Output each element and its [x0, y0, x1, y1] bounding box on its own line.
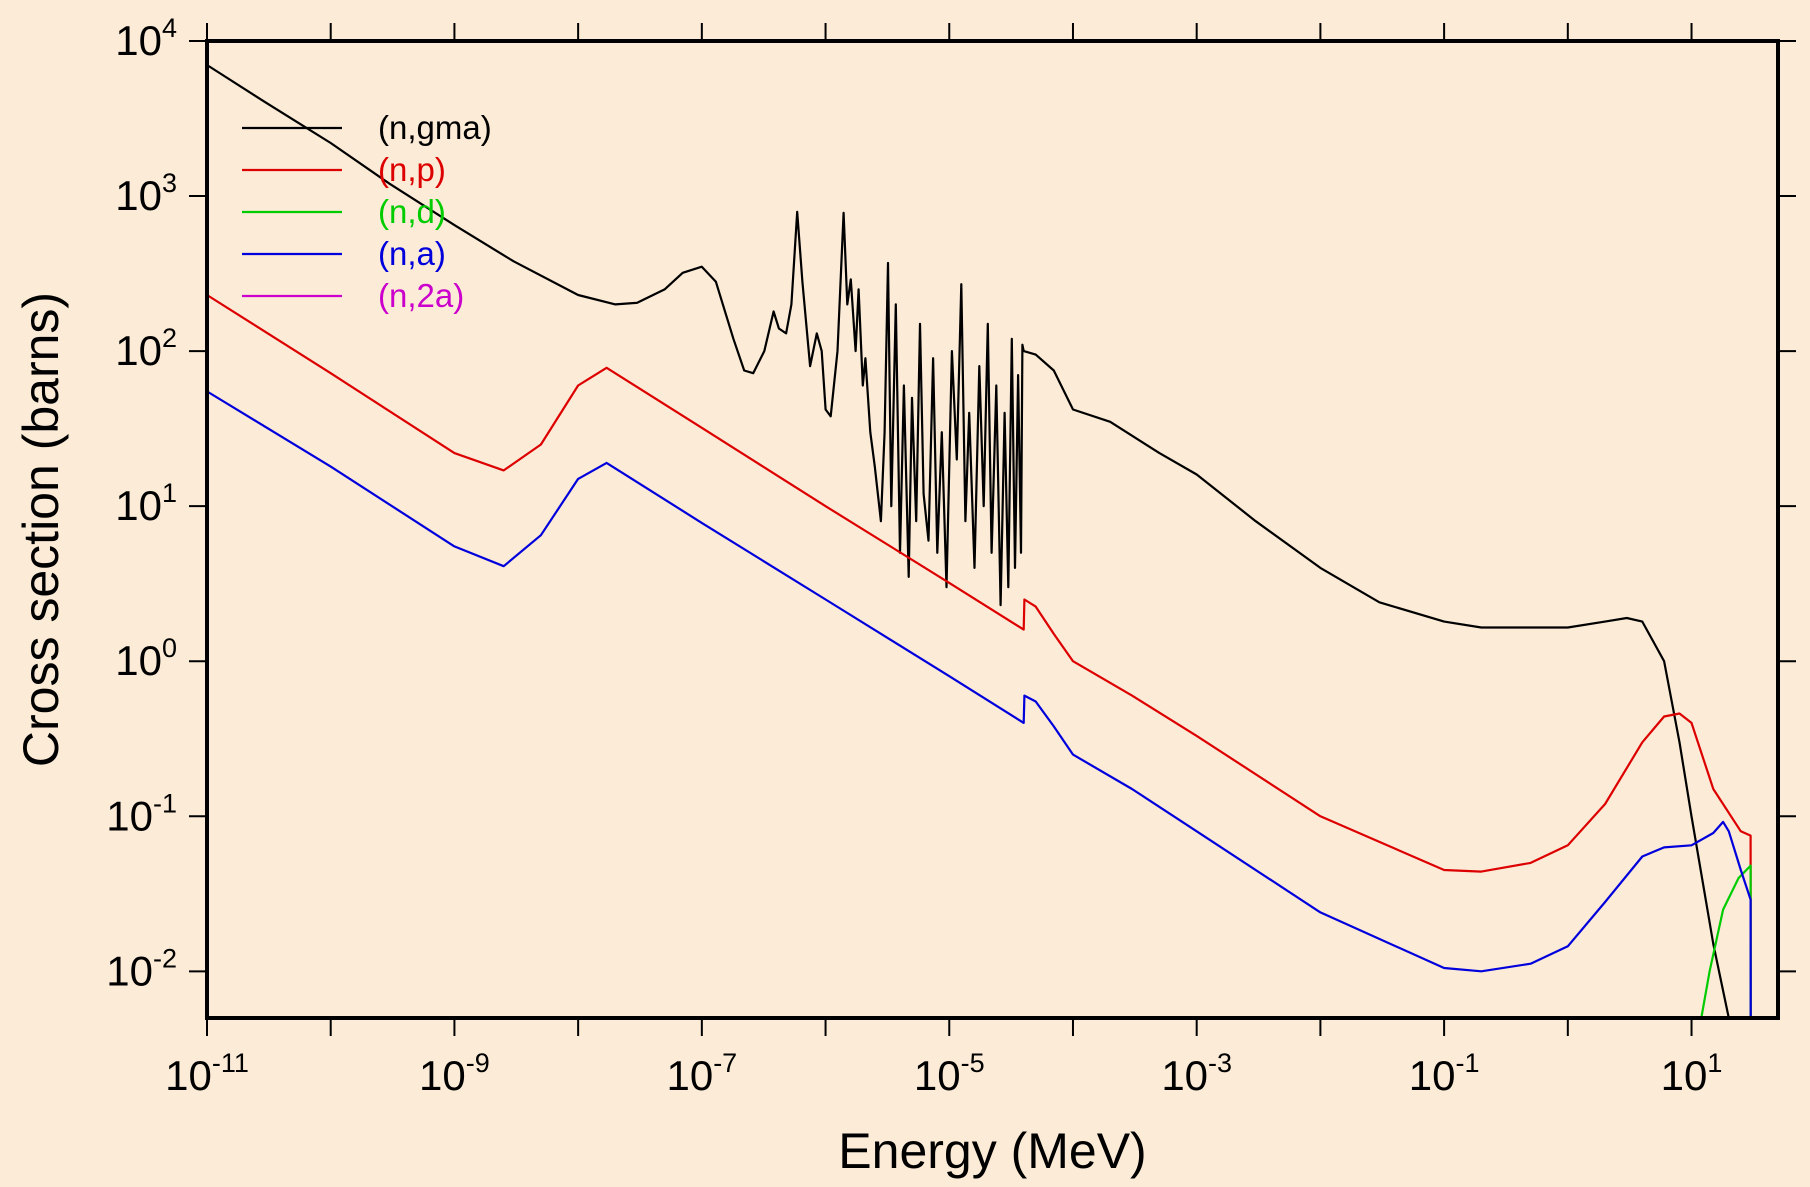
series-line-2 — [1700, 864, 1752, 1018]
y-axis-title: Cross section (barns) — [13, 292, 69, 767]
x-tick-label-exp: -3 — [1208, 1048, 1232, 1078]
x-tick-label-base: 10 — [914, 1052, 961, 1099]
x-tick-label-exp: 1 — [1707, 1048, 1722, 1078]
x-tick-label: 10-5 — [914, 1048, 985, 1099]
y-tick-label-exp: 3 — [162, 168, 177, 198]
legend-label: (n,a) — [378, 235, 446, 272]
legend-item: (n,gma) — [242, 109, 492, 146]
x-tick-label: 10-3 — [1161, 1048, 1232, 1099]
legend-label: (n,p) — [378, 151, 446, 188]
y-tick-label-base: 10 — [106, 947, 153, 994]
series-line-3 — [207, 390, 1752, 1018]
legend: (n,gma) (n,p) (n,d) (n,a) (n,2a) — [242, 109, 492, 314]
y-tick-label: 100 — [115, 633, 177, 684]
y-tick-label-base: 10 — [115, 637, 162, 684]
x-tick-label-exp: -1 — [1455, 1048, 1479, 1078]
x-axis-title: Energy (MeV) — [838, 1123, 1146, 1179]
y-tick-label-base: 10 — [115, 327, 162, 374]
legend-label: (n,2a) — [378, 277, 464, 314]
legend-item: (n,2a) — [242, 277, 464, 314]
tick-labels-layer: 10-11 10-9 10-7 10-5 10-3 10-1 101104103102101… — [106, 13, 1722, 1099]
x-tick-label-base: 10 — [1661, 1052, 1708, 1099]
y-tick-label: 101 — [115, 478, 177, 529]
y-tick-label-base: 10 — [115, 17, 162, 64]
y-tick-label-exp: 1 — [162, 478, 177, 508]
y-tick-label-exp: -1 — [153, 788, 177, 818]
y-tick-label: 104 — [115, 13, 177, 64]
legend-label: (n,gma) — [378, 109, 492, 146]
x-tick-label-base: 10 — [666, 1052, 713, 1099]
x-tick-label-base: 10 — [1161, 1052, 1208, 1099]
y-tick-label-exp: 0 — [162, 633, 177, 663]
x-tick-label-base: 10 — [1409, 1052, 1456, 1099]
x-tick-label: 10-7 — [666, 1048, 737, 1099]
y-tick-label-exp: 4 — [162, 13, 177, 43]
x-tick-label-exp: -11 — [212, 1048, 249, 1078]
y-tick-label-exp: -2 — [153, 943, 177, 973]
series-layer — [207, 64, 1778, 1018]
x-tick-label-base: 10 — [419, 1052, 466, 1099]
legend-item: (n,a) — [242, 235, 446, 272]
ticks-layer — [189, 23, 1796, 1036]
y-tick-label-base: 10 — [115, 172, 162, 219]
y-tick-label-base: 10 — [115, 482, 162, 529]
x-tick-label-exp: -9 — [466, 1048, 490, 1078]
plot-frame — [205, 39, 1780, 1020]
x-tick-label: 10-9 — [419, 1048, 490, 1099]
y-tick-label-exp: 2 — [162, 323, 177, 353]
legend-item: (n,p) — [242, 151, 446, 188]
x-tick-label-base: 10 — [165, 1052, 212, 1099]
x-tick-label: 101 — [1661, 1048, 1723, 1099]
x-tick-label-exp: -7 — [713, 1048, 737, 1078]
legend-label: (n,d) — [378, 193, 446, 230]
y-tick-label: 102 — [115, 323, 177, 374]
series-line-0 — [207, 64, 1730, 1018]
x-tick-label: 10-11 — [165, 1048, 249, 1099]
series-line-1 — [207, 294, 1752, 1018]
y-tick-label: 10-1 — [106, 788, 177, 839]
y-tick-label: 10-2 — [106, 943, 177, 994]
x-tick-label: 10-1 — [1409, 1048, 1480, 1099]
y-tick-label-base: 10 — [106, 792, 153, 839]
y-tick-label: 103 — [115, 168, 177, 219]
x-tick-label-exp: -5 — [961, 1048, 985, 1078]
legend-item: (n,d) — [242, 193, 446, 230]
